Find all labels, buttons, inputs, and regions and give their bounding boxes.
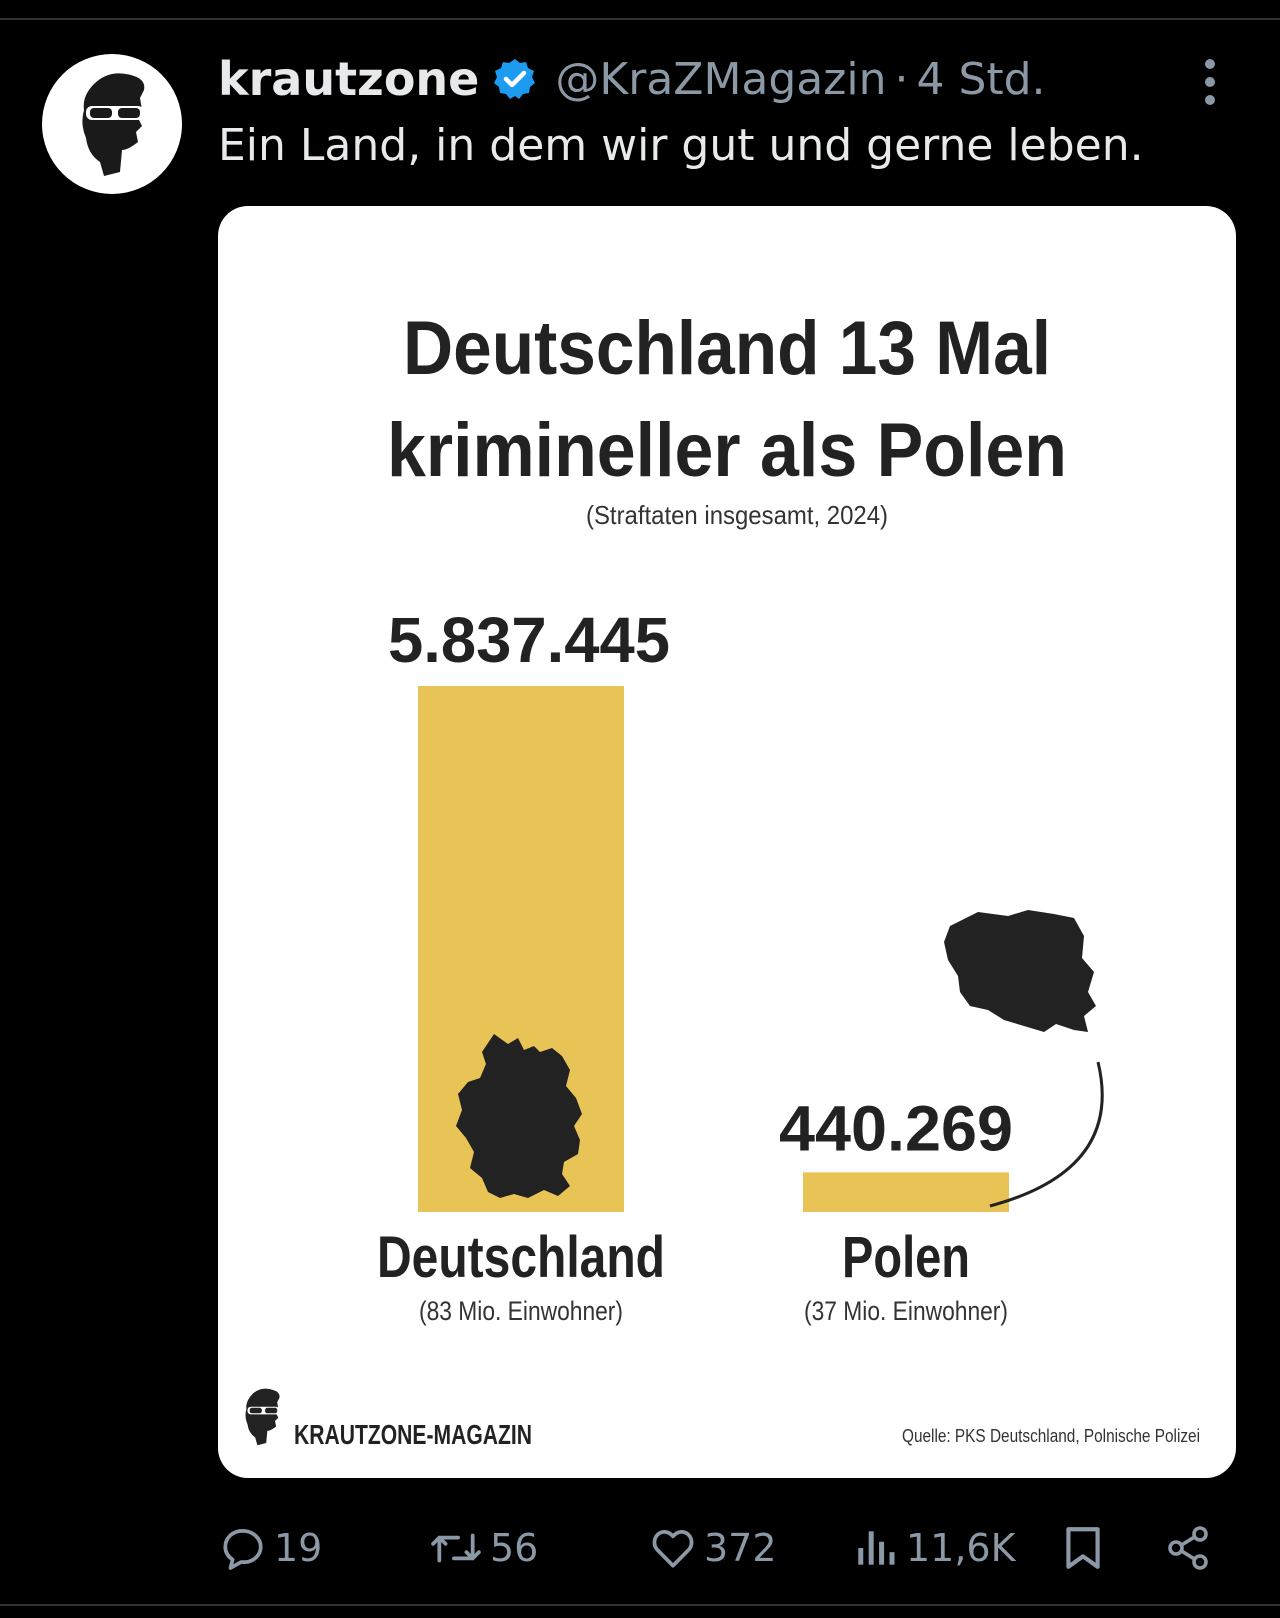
category-label-deutschland: Deutschland	[377, 1225, 665, 1290]
infographic-card[interactable]: Deutschland 13 Mal krimineller als Polen…	[218, 206, 1236, 1478]
views-icon	[858, 1531, 895, 1565]
action-bar: 19 56 372 11,6K	[218, 1518, 1218, 1578]
poland-map-icon	[944, 910, 1096, 1032]
views-button[interactable]: 11,6K	[854, 1518, 1016, 1578]
separator-dot: ·	[894, 53, 909, 105]
like-count: 372	[704, 1526, 777, 1570]
brand-name: KRAUTZONE-MAGAZIN	[294, 1419, 532, 1450]
retweet-button[interactable]: 56	[428, 1518, 538, 1578]
share-icon	[1168, 1526, 1208, 1570]
sunglasses-face-logo	[82, 73, 145, 176]
infographic-chart: Deutschland 13 Mal krimineller als Polen…	[245, 306, 1200, 1450]
display-name[interactable]: krautzone	[218, 52, 480, 106]
chart-subtitle: (Straftaten insgesamt, 2024)	[586, 500, 888, 530]
germany-map-icon	[456, 1034, 582, 1198]
like-icon	[652, 1530, 694, 1568]
brand-logo-icon	[245, 1388, 280, 1446]
post-text: Ein Land, in dem wir gut und gerne leben…	[218, 120, 1144, 171]
top-divider	[0, 18, 1280, 20]
value-label-polen: 440.269	[779, 1092, 1013, 1164]
post-time[interactable]: 4 Std.	[916, 53, 1046, 105]
bottom-divider	[0, 1604, 1280, 1606]
views-count: 11,6K	[906, 1526, 1016, 1570]
more-options-icon[interactable]	[1190, 56, 1230, 108]
reply-count: 19	[274, 1526, 323, 1570]
reply-icon	[223, 1529, 263, 1570]
source-note: Quelle: PKS Deutschland, Polnische Poliz…	[902, 1426, 1200, 1446]
avatar[interactable]	[42, 54, 182, 194]
bookmark-button[interactable]	[1060, 1518, 1106, 1578]
share-button[interactable]	[1164, 1518, 1212, 1578]
retweet-count: 56	[490, 1526, 539, 1570]
category-note-deutschland: (83 Mio. Einwohner)	[419, 1296, 623, 1326]
retweet-icon	[431, 1533, 481, 1563]
chart-title-line-2: krimineller als Polen	[387, 408, 1067, 493]
like-button[interactable]: 372	[648, 1518, 777, 1578]
bookmark-icon	[1066, 1527, 1100, 1569]
post-header: krautzone @KraZMagazin · 4 Std.	[218, 48, 1046, 110]
chart-title-line-1: Deutschland 13 Mal	[403, 306, 1051, 391]
value-label-deutschland: 5.837.445	[388, 604, 670, 676]
connector-arrow	[989, 1061, 1104, 1208]
bar-polen	[803, 1172, 1009, 1212]
category-label-polen: Polen	[842, 1225, 970, 1290]
verified-badge-icon	[493, 57, 537, 101]
category-note-polen: (37 Mio. Einwohner)	[804, 1296, 1008, 1326]
reply-button[interactable]: 19	[218, 1518, 322, 1578]
user-handle[interactable]: @KraZMagazin	[555, 53, 887, 105]
